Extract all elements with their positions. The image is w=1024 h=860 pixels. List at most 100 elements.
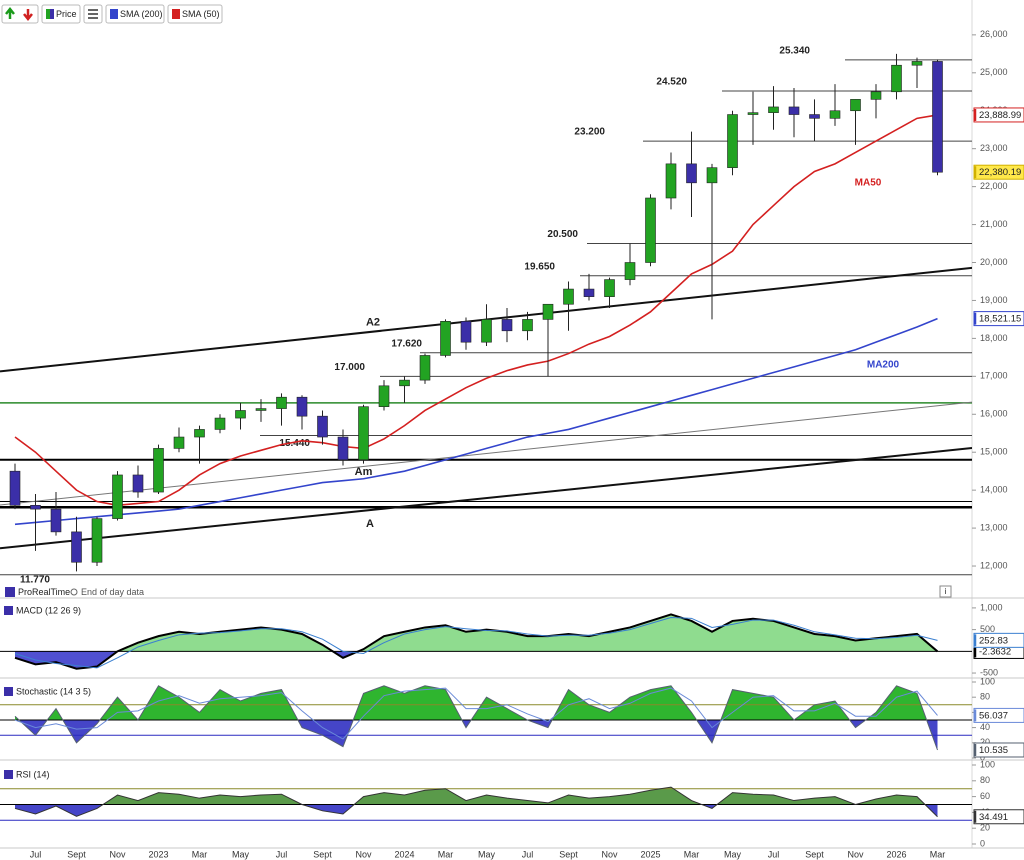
x-tick-label: 2025 — [640, 849, 660, 859]
candle-body — [91, 518, 103, 563]
price-label: Price — [56, 9, 77, 19]
brand-icon — [5, 587, 15, 597]
candle-body — [911, 61, 923, 66]
candle-body — [501, 319, 513, 332]
x-tick-label: Mar — [438, 849, 454, 859]
candle-body — [214, 417, 226, 430]
x-tick-label: Sept — [67, 849, 86, 859]
brand: ProRealTime — [18, 587, 70, 597]
last-average: 18,521.15 — [979, 314, 1021, 325]
panel-icon — [4, 606, 13, 615]
info-button[interactable] — [939, 585, 952, 598]
x-tick-label: 2024 — [394, 849, 414, 859]
candle-body — [460, 321, 472, 343]
x-tick-label: Jul — [276, 849, 288, 859]
y-tick-label: 21,000 — [980, 219, 1008, 229]
indicator-line — [14, 613, 939, 670]
x-tick-label: Sept — [313, 849, 332, 859]
moving-average — [14, 114, 938, 507]
x-tick-label: Nov — [601, 849, 618, 859]
y-tick-label: 14,000 — [980, 485, 1008, 495]
last-value: -2.3632 — [979, 646, 1011, 657]
sma200-button[interactable] — [105, 4, 165, 24]
area-above — [15, 787, 938, 805]
candle-body — [542, 303, 554, 320]
x-tick-label: May — [232, 849, 250, 859]
candle-body — [337, 436, 349, 461]
candle-body — [481, 319, 492, 343]
sma50-swatch — [172, 9, 180, 19]
panel-icon — [4, 770, 13, 779]
indicator-line — [14, 786, 938, 818]
sma50-button[interactable] — [167, 4, 223, 24]
y-tick-label: 20,000 — [980, 257, 1008, 267]
price-icon — [50, 9, 54, 19]
candle-body — [358, 406, 369, 461]
sma200-swatch — [110, 9, 118, 19]
x-tick-label: Nov — [109, 849, 126, 859]
last-value: 34.491 — [979, 812, 1008, 823]
candle-body — [768, 106, 779, 113]
panel-title: MACD (12 26 9) — [16, 605, 81, 615]
y-tick-label: 60 — [980, 791, 990, 801]
last-value: 10.535 — [979, 745, 1008, 756]
level-label: 24.520 — [656, 77, 687, 88]
y-tick-label: 20 — [980, 823, 990, 833]
trendline-label: A — [366, 518, 374, 530]
info-icon: i — [945, 587, 947, 596]
y-tick-label: 40 — [980, 722, 990, 732]
down-icon — [23, 9, 33, 22]
y-tick-label: 23,000 — [980, 143, 1008, 153]
level-label: 11.770 — [20, 574, 50, 585]
candle-body — [378, 385, 390, 407]
x-tick-label: 2023 — [148, 849, 168, 859]
candle-body — [440, 321, 451, 356]
x-tick-label: Nov — [355, 849, 372, 859]
candle-body — [9, 470, 21, 506]
x-tick-label: Sept — [805, 849, 824, 859]
candle-body — [645, 197, 656, 263]
last-value: 56.037 — [979, 710, 1008, 721]
x-tick-label: Jul — [768, 849, 780, 859]
area-above — [15, 614, 938, 652]
candle-body — [522, 319, 533, 332]
x-tick-label: May — [724, 849, 742, 859]
candle-body — [665, 163, 677, 199]
y-tick-label: 18,000 — [980, 333, 1008, 343]
candle-body — [153, 448, 164, 493]
y-tick-label: 100 — [980, 759, 995, 769]
y-tick-label: 12,000 — [980, 560, 1008, 570]
price-icon — [46, 9, 50, 19]
x-tick-label: Jul — [522, 849, 534, 859]
list-icon — [88, 9, 98, 19]
moving-average — [14, 317, 938, 526]
level-label: 15.440 — [279, 438, 310, 449]
candle-body — [194, 429, 205, 438]
y-tick-label: 13,000 — [980, 522, 1008, 532]
trendline-label: A2 — [366, 317, 380, 329]
y-tick-label: 26,000 — [980, 29, 1008, 39]
candle-body — [706, 167, 718, 184]
level-label: 17.620 — [391, 338, 422, 349]
candle-body — [317, 415, 328, 438]
candle-body — [604, 279, 615, 297]
last-value: 252.83 — [979, 635, 1008, 646]
footer: ProRealTime End of day data i — [5, 585, 952, 598]
y-tick-label: 17,000 — [980, 371, 1008, 381]
candle-body — [235, 410, 246, 419]
candle-body — [399, 379, 410, 387]
candle-body — [891, 64, 902, 93]
y-tick-label: 20 — [980, 737, 990, 747]
candle-body — [112, 474, 123, 519]
candle-body — [727, 114, 738, 168]
candle-body — [583, 288, 595, 297]
candle-body — [747, 112, 759, 115]
candle-body — [30, 505, 41, 510]
y-tick-label: 500 — [980, 624, 995, 634]
x-tick-label: May — [478, 849, 496, 859]
candle-body — [829, 110, 841, 119]
